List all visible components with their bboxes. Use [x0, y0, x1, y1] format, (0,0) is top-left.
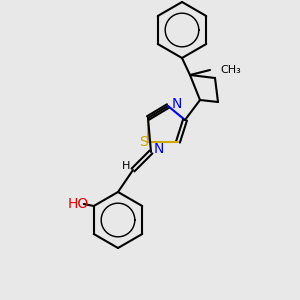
- Text: N: N: [154, 142, 164, 156]
- Text: HO: HO: [67, 197, 88, 211]
- Text: CH₃: CH₃: [220, 65, 241, 75]
- Text: N: N: [172, 97, 182, 111]
- Text: S: S: [139, 135, 147, 149]
- Text: H: H: [122, 161, 130, 171]
